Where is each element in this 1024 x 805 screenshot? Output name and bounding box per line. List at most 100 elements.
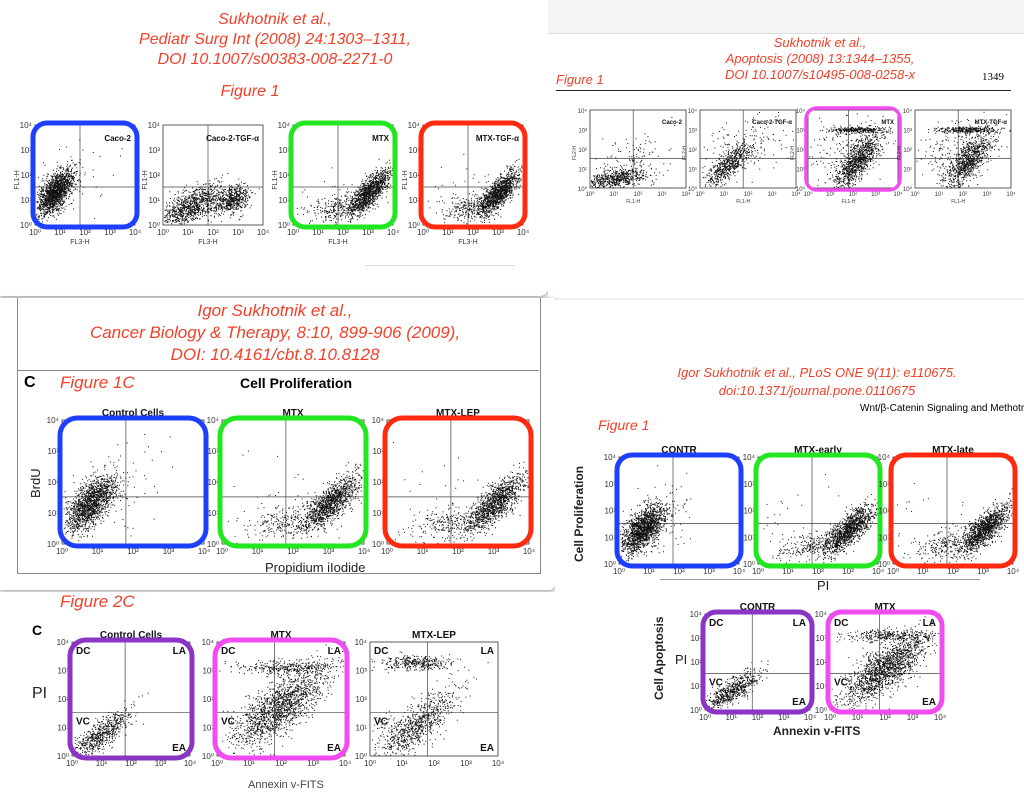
x-axis-label: Propidium iIodide	[265, 560, 366, 575]
quadrant-label: DC	[374, 646, 388, 657]
y-tick-label: 10⁴	[688, 108, 698, 115]
scatter-points	[763, 474, 878, 564]
x-tick-label: 10⁴	[198, 547, 211, 556]
citation: Igor Sukhotnik et al., PLoS ONE 9(11): e…	[677, 364, 956, 400]
citation-line: doi:10.1371/journal.pone.0110675	[718, 383, 916, 398]
x-tick-label: 10²	[79, 228, 91, 237]
plot-frame	[71, 641, 191, 757]
x-axis-label: FL3-H	[458, 239, 477, 246]
y-tick-label: 10³	[903, 129, 912, 135]
citation-line: Igor Sukhotnik et al.,	[197, 301, 353, 320]
scatter-points	[831, 616, 939, 710]
x-tick-label: 10³	[163, 547, 175, 556]
flow-plot: 10⁰ 10⁰ 10¹ 10¹ 10² 10² 10³ 10³ 10⁴ 10⁴ MTX	[207, 408, 371, 556]
y-tick-label: 10³	[47, 447, 59, 456]
flow-plot: 10⁰ 10⁰ 10¹ 10¹ 10² 10² 10³ 10³ 10⁴ 10⁴ FL3-H FL1-H…	[142, 121, 270, 246]
y-tick-label: 10⁴	[372, 416, 385, 425]
quadrant-label: EA	[792, 697, 806, 708]
scatter-points	[916, 111, 1011, 188]
x-tick-label: 10³	[155, 759, 167, 768]
y-tick-label: 10⁰	[815, 706, 827, 715]
quadrant-label: EA	[480, 743, 494, 754]
scatter-points	[219, 644, 345, 756]
x-tick-label: 10²	[947, 567, 959, 576]
scatter-points	[620, 465, 692, 562]
x-tick-label: 10²	[127, 547, 139, 556]
panel-letter: C	[32, 622, 43, 638]
flow-plot: 10⁰ 10⁰ 10¹ 10¹ 10² 10² 10³ 10³ 10⁴ 10⁴ MTX-LEP DC L…	[355, 630, 505, 768]
flow-plot: 10⁰ 10⁰ 10¹ 10¹ 10² 10² 10³ 10³ 10⁴ 10⁴ Control Ce…	[47, 408, 211, 556]
x-tick-label: 10³	[658, 192, 667, 198]
plot-frame	[162, 124, 264, 226]
quadrant-label: EA	[172, 743, 186, 754]
panel-b-apoptosis: Sukhotnik et al., Apoptosis (2008) 13:13…	[548, 0, 1024, 298]
x-tick-label: 10⁴	[733, 567, 746, 576]
y-tick-label: 10⁴	[207, 416, 220, 425]
y-tick-label: 10²	[878, 507, 890, 516]
x-axis-label: PI	[817, 578, 830, 593]
highlight-box	[30, 120, 140, 230]
y-tick-label: 10¹	[47, 509, 59, 518]
y-tick-label: 10³	[20, 146, 32, 155]
y-tick-label: 10¹	[278, 196, 290, 205]
x-tick-label: 10³	[871, 192, 880, 198]
citation-line: Sukhotnik et al.,	[773, 35, 867, 50]
flow-plot: 10⁰ 10⁰ 10¹ 10¹ 10² 10² 10³ 10³ 10⁴ 10⁴ Control Ce…	[57, 630, 197, 768]
plot-title: CONTR	[740, 602, 776, 613]
flow-plot: 10⁰ 10⁰ 10¹ 10¹ 10² 10² 10³ 10³ 10⁴ 10⁴ FL3-H FL1-H…	[272, 120, 400, 246]
citation-line: Pediatr Surg Int (2008) 24:1303–1311,	[139, 31, 411, 48]
quadrant-label: LA	[481, 646, 494, 657]
citation-line: DOI 10.1007/s10495-008-0258-x	[724, 67, 916, 82]
panel-d-figure-2c: Figure 2C C PI Annexin v-FITS 10⁰ 10⁰ 10¹ 1…	[0, 592, 555, 805]
plot-title: Caco-2-TGF-α	[752, 120, 792, 126]
quadrant-label: LA	[173, 646, 186, 657]
y-tick-label: 10⁰	[604, 560, 616, 569]
x-axis-label: FL1-H	[736, 199, 750, 205]
quadrant-label: DC	[834, 618, 848, 629]
x-tick-label: 10⁴	[1006, 191, 1016, 198]
x-tick-label: 10¹	[782, 567, 794, 576]
y-tick-label: 10¹	[207, 509, 219, 518]
y-tick-label: 10⁴	[743, 453, 756, 462]
x-tick-label: 10⁴	[129, 228, 142, 237]
y-tick-label: 10⁴	[148, 121, 161, 130]
x-tick-label: 10⁴	[492, 759, 505, 768]
y-tick-label: 10²	[796, 148, 805, 154]
y-axis-label: Cell Proliferation	[572, 465, 586, 562]
x-tick-label: 10⁰	[56, 547, 68, 556]
plot-title: MTX-TGF-α	[975, 120, 1008, 126]
scatter-points	[706, 660, 769, 710]
highlight-box	[67, 637, 195, 761]
page-number: 1349	[982, 71, 1004, 83]
x-tick-label: 10³	[907, 713, 919, 722]
x-tick-label: 10³	[323, 547, 335, 556]
plot-frame	[369, 641, 499, 757]
panel-c-cancer-biology-therapy: Igor Sukhotnik et al., Cancer Biology & …	[0, 298, 555, 590]
x-tick-label: 10⁰	[613, 567, 625, 576]
x-tick-label: 10⁴	[893, 191, 903, 198]
y-tick-label: 10¹	[743, 533, 755, 542]
y-tick-label: 10²	[743, 507, 755, 516]
x-tick-label: 10¹	[610, 192, 619, 198]
y-tick-label: 10¹	[878, 533, 890, 542]
y-tick-label: 10³	[690, 634, 702, 643]
y-tick-label: 10³	[604, 480, 616, 489]
x-tick-label: 10⁴	[517, 228, 530, 237]
flow-plot: 10⁰ 10⁰ 10¹ 10¹ 10² 10² 10³ 10³ 10⁴ 10⁴ CONTR	[604, 445, 746, 576]
citation: Sukhotnik et al., Pediatr Surg Int (2008…	[139, 10, 411, 70]
plot-frame	[589, 109, 687, 189]
x-tick-label: 10³	[460, 759, 472, 768]
x-tick-label: 10⁰	[364, 759, 376, 768]
pi-label: PI	[675, 652, 688, 667]
x-tick-label: 10⁰	[910, 191, 920, 198]
y-tick-label: 10⁰	[372, 540, 384, 549]
plot-title: Caco-2	[662, 120, 683, 126]
x-tick-label: 10⁴	[791, 191, 801, 198]
scatter-points	[702, 112, 794, 187]
scatter-points	[809, 113, 896, 189]
x-axis-label: FL1-H	[626, 199, 640, 205]
scatter-points	[36, 139, 123, 225]
